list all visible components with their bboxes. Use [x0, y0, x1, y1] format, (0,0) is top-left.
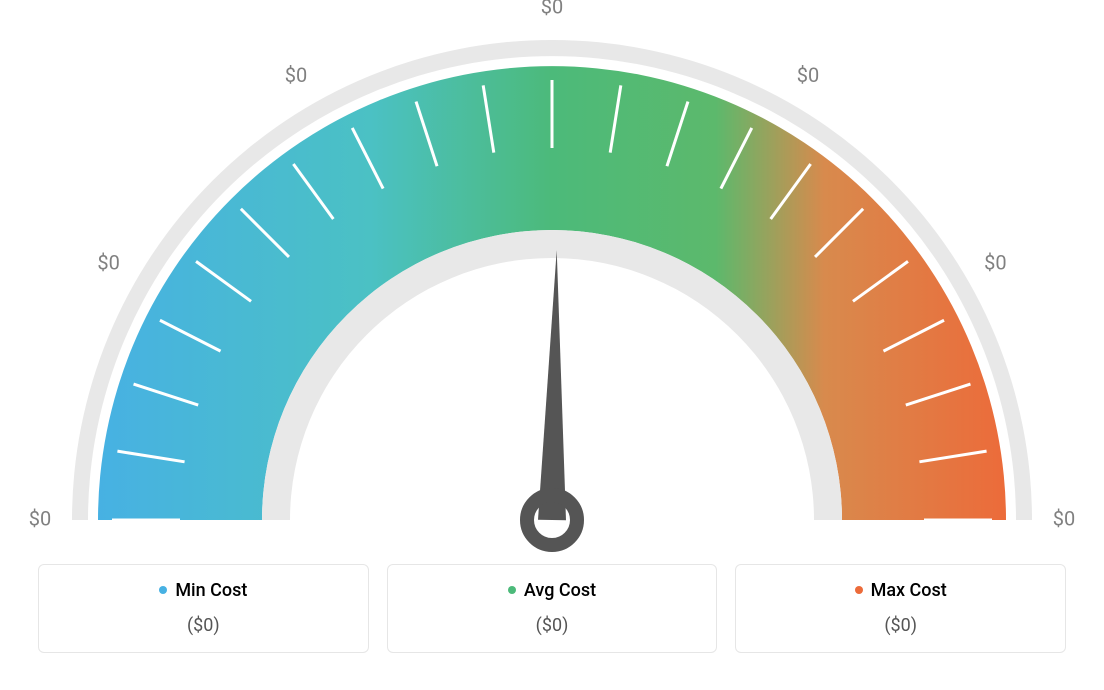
svg-text:$0: $0	[285, 63, 307, 87]
legend-dot-min	[159, 586, 167, 594]
svg-text:$0: $0	[29, 506, 51, 530]
legend-dot-avg	[508, 586, 516, 594]
legend-value-min: ($0)	[49, 615, 358, 636]
legend-dot-max	[855, 586, 863, 594]
legend-value-max: ($0)	[746, 615, 1055, 636]
legend-card-max: Max Cost ($0)	[735, 564, 1066, 653]
gauge-svg: $0 $0 $0 $0 $0 $0 $0	[0, 0, 1104, 570]
legend-value-avg: ($0)	[398, 615, 707, 636]
svg-text:$0: $0	[1053, 506, 1075, 530]
gauge-chart: $0 $0 $0 $0 $0 $0 $0	[0, 0, 1104, 560]
legend-title-max: Max Cost	[855, 580, 947, 601]
legend-label-min: Min Cost	[175, 580, 247, 601]
legend-label-avg: Avg Cost	[524, 580, 596, 601]
legend-title-avg: Avg Cost	[508, 580, 596, 601]
svg-text:$0: $0	[797, 63, 819, 87]
legend-title-min: Min Cost	[159, 580, 247, 601]
legend-label-max: Max Cost	[871, 580, 947, 601]
legend-card-avg: Avg Cost ($0)	[387, 564, 718, 653]
legend-card-min: Min Cost ($0)	[38, 564, 369, 653]
svg-text:$0: $0	[541, 0, 563, 18]
svg-text:$0: $0	[97, 250, 119, 274]
svg-text:$0: $0	[984, 250, 1006, 274]
legend-row: Min Cost ($0) Avg Cost ($0) Max Cost ($0…	[0, 564, 1104, 653]
